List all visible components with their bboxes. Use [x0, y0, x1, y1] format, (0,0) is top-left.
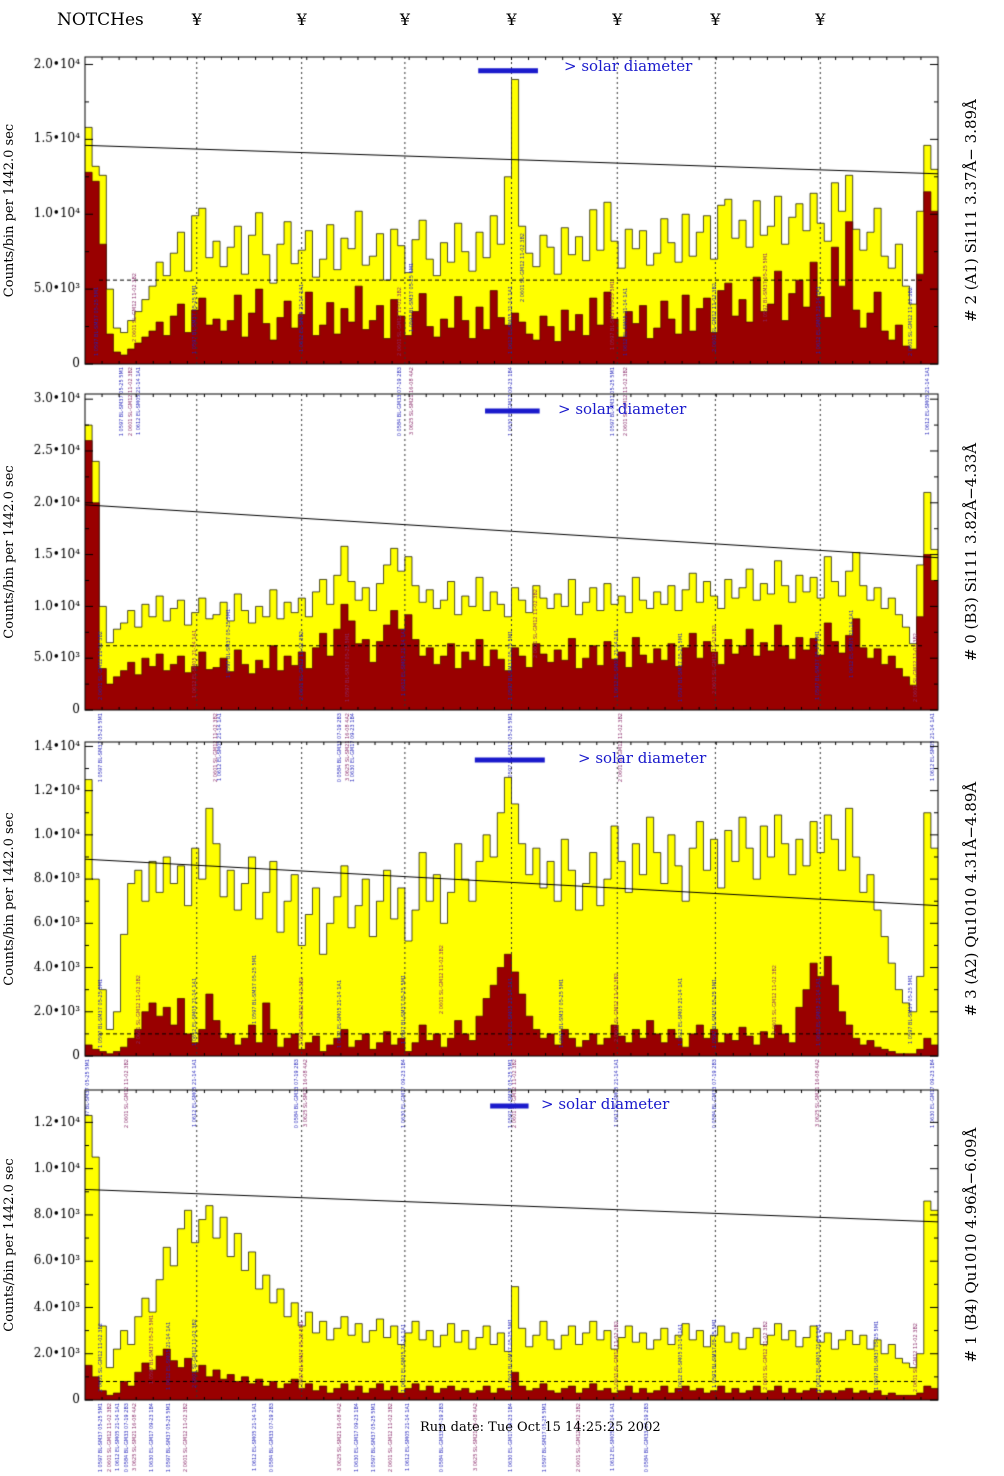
solar-diameter-label-panel2: > solar diameter [558, 400, 687, 418]
run-date: Run date: Tue Oct 15 14:25:25 2002 [420, 1420, 661, 1435]
notch-marker-icon: ¥ [191, 10, 202, 29]
solar-diameter-label-panel3: > solar diameter [578, 749, 707, 767]
notch-marker-icon: ¥ [815, 10, 826, 29]
notch-marker-icon: ¥ [612, 10, 623, 29]
notches-title: NOTCHes [57, 10, 144, 30]
y-axis-label-panel1: Counts/bin per 1442.0 sec [2, 123, 17, 298]
y-axis-label-panel4: Counts/bin per 1442.0 sec [2, 1158, 17, 1332]
notch-marker-icon: ¥ [296, 10, 307, 29]
notch-marker-icon: ¥ [506, 10, 517, 29]
panel3-title: # 3 (A2) Qu1010 4.31Å−4.89Å [962, 781, 980, 1017]
y-axis-label-panel2: Counts/bin per 1442.0 sec [2, 465, 17, 639]
panel2-title: # 0 (B3) Si111 3.82Å−4.33Å [962, 442, 980, 662]
solar-diameter-label-panel1: > solar diameter [564, 57, 693, 75]
panel4-title: # 1 (B4) Qu1010 4.96Å−6.09Å [962, 1127, 980, 1363]
panel1-title: # 2 (A1) Si111 3.37Å− 3.89Å [962, 99, 980, 322]
y-axis-label-panel3: Counts/bin per 1442.0 sec [2, 812, 17, 986]
notch-marker-icon: ¥ [710, 10, 721, 29]
solar-diameter-label-panel4: > solar diameter [541, 1095, 670, 1113]
notch-marker-icon: ¥ [399, 10, 411, 29]
